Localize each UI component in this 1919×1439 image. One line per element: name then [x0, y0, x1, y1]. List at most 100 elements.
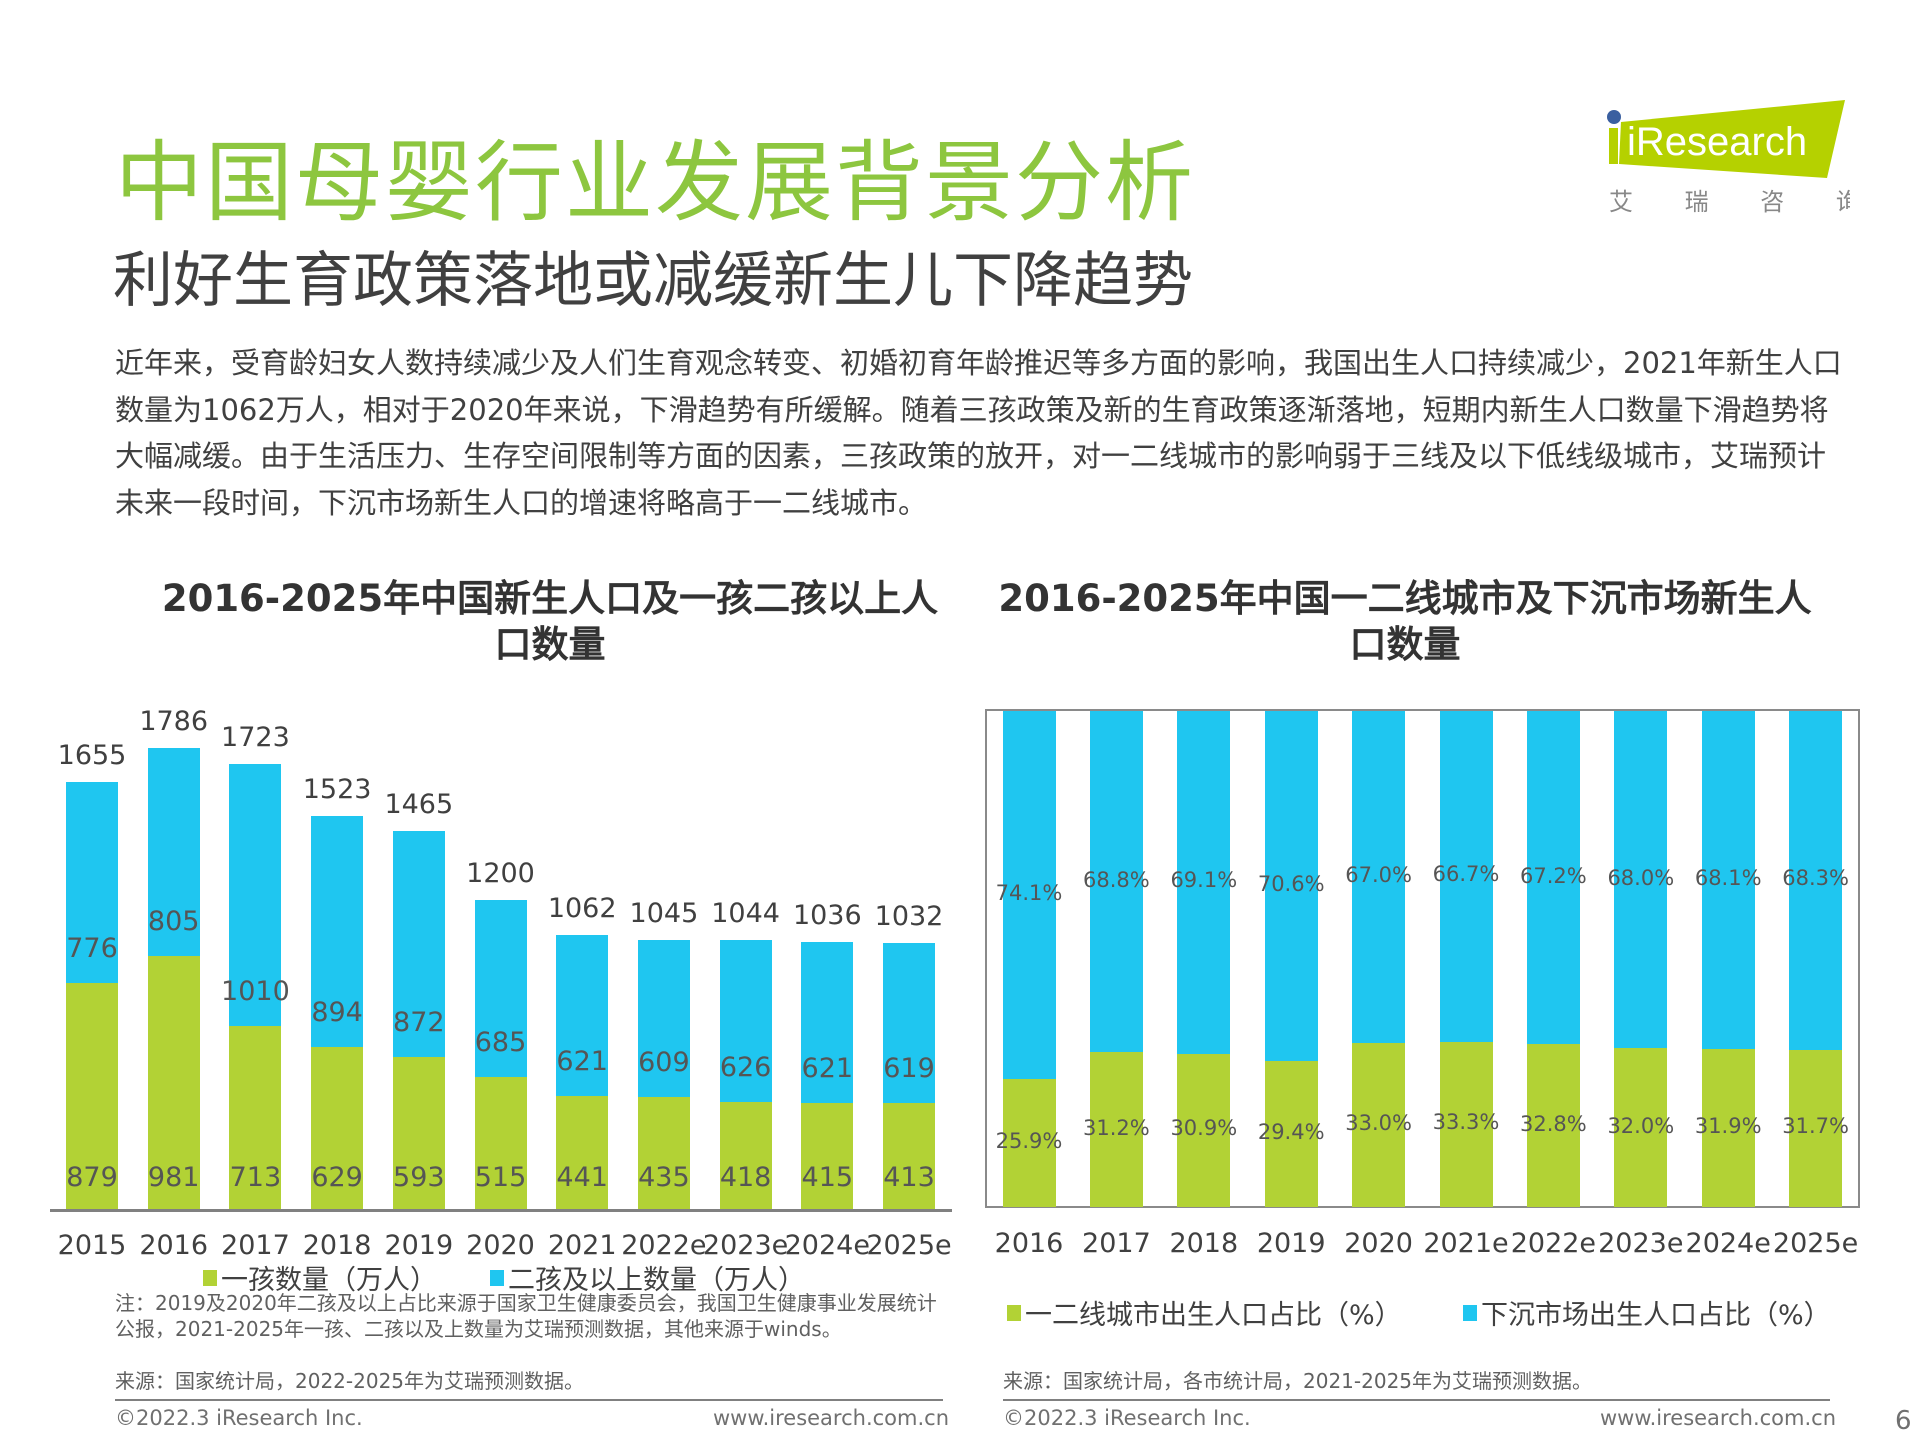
x-tick-label: 2025e	[866, 1230, 952, 1261]
data-label-total: 1045	[629, 897, 699, 929]
bar-segment-second-child	[883, 943, 935, 1104]
data-label-second-child: 619	[883, 1053, 935, 1085]
x-tick-label: 2022e	[1510, 1228, 1597, 1259]
data-label-total: 1465	[384, 789, 454, 821]
page-title: 中国母婴行业发展背景分析	[115, 131, 1196, 234]
data-label-tier12: 32.8%	[1520, 1111, 1587, 1136]
x-tick-label: 2024e	[784, 1230, 870, 1261]
data-label-tier12: 31.2%	[1083, 1115, 1150, 1140]
data-label-tier12: 32.0%	[1607, 1113, 1675, 1138]
bar-segment-second-child	[556, 935, 609, 1096]
bar-segment-second-child	[801, 942, 854, 1103]
data-label-second-child: 1010	[221, 975, 290, 1007]
bar-segment-tier12	[1439, 1041, 1493, 1207]
data-label-first-child: 413	[883, 1162, 935, 1193]
bar-segment-first-child	[883, 1103, 935, 1210]
bar-segment-lower-tier	[1701, 711, 1755, 1049]
chart1-note: 注：2019及2020年二孩及以上占比来源于国家卫生健康委员会，我国卫生健康事业…	[115, 1291, 937, 1341]
data-label-lower-tier: 69.1%	[1170, 868, 1238, 893]
bar-segment-lower-tier	[1002, 711, 1056, 1079]
bar-segment-first-child	[556, 1095, 609, 1210]
bar-segment-first-child	[66, 982, 118, 1210]
chart1-plot: 879 776 1655 2015 981 805 1786 2016 713 1010 1723 2…	[0, 0, 960, 1300]
x-tick-label: 2018	[1169, 1228, 1239, 1259]
data-label-total: 1044	[711, 897, 780, 929]
data-label-first-child: 593	[393, 1162, 445, 1193]
data-label-total: 1655	[57, 739, 127, 771]
website-left: www.iresearch.com.cn	[713, 1406, 950, 1430]
data-label-first-child: 418	[719, 1162, 772, 1193]
bar-segment-first-child	[474, 1076, 527, 1210]
copyright-right: ©2022.3 iResearch Inc.	[1003, 1406, 1251, 1430]
chart1-legend-item-2: 二孩及以上数量（万人）	[490, 1258, 805, 1297]
data-label-lower-tier: 66.7%	[1432, 862, 1500, 887]
divider-right	[1003, 1399, 1830, 1401]
bar-segment-second-child	[229, 764, 282, 1026]
bar-segment-tier12	[1264, 1061, 1318, 1207]
data-label-second-child: 685	[474, 1026, 527, 1058]
bar-segment-lower-tier	[1352, 711, 1406, 1044]
bar-segment-tier12	[1614, 1048, 1668, 1207]
bar-segment-lower-tier	[1526, 711, 1580, 1045]
data-label-first-child: 879	[66, 1162, 118, 1193]
bar-segment-lower-tier	[1439, 711, 1493, 1042]
bar-segment-tier12	[1526, 1044, 1580, 1207]
data-label-tier12: 31.9%	[1694, 1113, 1762, 1138]
legend-swatch-blue	[490, 1269, 504, 1286]
bar-segment-first-child	[229, 1025, 282, 1210]
x-tick-label: 2023e	[702, 1230, 789, 1261]
x-tick-label: 2025e	[1772, 1228, 1859, 1259]
legend-label: 下沉市场出生人口占比（%）	[1481, 1300, 1831, 1331]
legend-label: 一孩数量（万人）	[221, 1265, 437, 1296]
chart2-source: 来源：国家统计局，各市统计局，2021-2025年为艾瑞预测数据。	[1003, 1369, 1593, 1393]
data-label-first-child: 981	[147, 1162, 200, 1193]
bar-segment-second-child	[147, 748, 200, 957]
data-label-tier12: 25.9%	[995, 1128, 1063, 1153]
data-label-lower-tier: 67.0%	[1345, 863, 1412, 888]
bar-segment-tier12	[1089, 1052, 1143, 1207]
data-label-second-child: 621	[801, 1052, 854, 1084]
chart1-x-axis	[50, 1209, 952, 1212]
logo-cn: 艾 瑞 咨 询	[1609, 188, 1850, 216]
x-tick-label: 2021e	[1423, 1228, 1509, 1259]
page-number: 6	[1895, 1406, 1912, 1436]
data-label-lower-tier: 70.6%	[1257, 872, 1325, 897]
bar-segment-second-child	[474, 899, 527, 1077]
data-label-total: 1032	[874, 901, 944, 933]
legend-swatch-blue	[1463, 1304, 1477, 1321]
data-label-lower-tier: 68.1%	[1694, 865, 1762, 890]
data-label-first-child: 515	[474, 1162, 527, 1193]
data-label-lower-tier: 68.0%	[1607, 865, 1675, 890]
data-label-second-child: 609	[638, 1047, 690, 1079]
bar-segment-second-child	[311, 816, 364, 1048]
x-tick-label: 2020	[466, 1230, 535, 1261]
bar-segment-second-child	[719, 939, 772, 1102]
bar-segment-first-child	[719, 1101, 772, 1210]
bar-segment-tier12	[1352, 1043, 1406, 1207]
bar-segment-first-child	[147, 956, 200, 1210]
x-tick-label: 2021	[547, 1230, 617, 1261]
page-subtitle: 利好生育政策落地或减缓新生儿下降趋势	[113, 246, 1193, 316]
data-label-total: 1523	[302, 774, 372, 806]
chart1-title: 2016-2025年中国新生人口及一孩二孩以上人口数量	[161, 577, 939, 666]
data-label-lower-tier: 68.3%	[1782, 866, 1849, 891]
data-label-total: 1036	[792, 900, 862, 931]
bar-segment-lower-tier	[1089, 711, 1143, 1053]
chart2-plot: 25.9% 74.1% 2016 31.2% 68.8% 2017 30.9% 69.1% 20…	[995, 711, 1859, 1259]
data-label-second-child: 872	[393, 1006, 445, 1038]
data-label-first-child: 415	[801, 1162, 854, 1193]
bar-segment-second-child	[66, 781, 118, 983]
x-tick-label: 2018	[302, 1230, 372, 1261]
divider-left	[115, 1399, 943, 1401]
data-label-lower-tier: 68.8%	[1083, 867, 1150, 892]
x-tick-label: 2016	[139, 1230, 209, 1261]
data-label-tier12: 33.3%	[1432, 1110, 1500, 1135]
data-label-second-child: 626	[719, 1051, 772, 1083]
data-label-total: 1786	[139, 706, 209, 737]
chart2-legend-item-1: 一二线城市出生人口占比（%）	[1007, 1293, 1402, 1332]
legend-swatch-green	[1007, 1304, 1021, 1321]
bar-segment-first-child	[311, 1047, 364, 1210]
legend-label: 二孩及以上数量（万人）	[508, 1265, 805, 1296]
data-label-tier12: 33.0%	[1345, 1111, 1412, 1136]
x-tick-label: 2017	[1082, 1228, 1151, 1259]
